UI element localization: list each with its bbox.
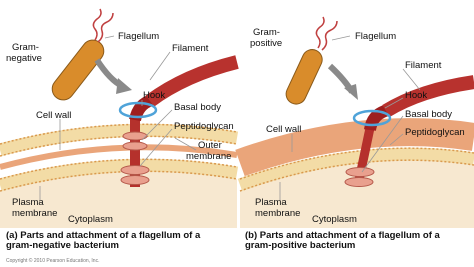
label: Cell wall xyxy=(266,124,301,135)
label: Filament xyxy=(172,43,209,54)
caption: (a) Parts and attachment of a flagellum … xyxy=(6,230,201,251)
panel-a-art xyxy=(0,8,239,228)
copyright: Copyright © 2010 Pearson Education, Inc. xyxy=(6,257,99,264)
panel-b-labels: Flagellum Gram-positive Filament Hook Ba… xyxy=(245,27,465,251)
label: Gram-negative xyxy=(6,42,42,64)
label: Outer membrane xyxy=(186,140,231,162)
label: Peptidoglycan xyxy=(174,121,234,132)
label: Hook xyxy=(405,90,427,101)
label: Hook xyxy=(143,90,165,101)
label: Plasma membrane xyxy=(255,197,300,219)
label: Peptidoglycan xyxy=(405,127,465,138)
label: Basal body xyxy=(174,102,221,113)
panel-a-labels: Flagellum Gram-negative Filament Hook Ba… xyxy=(6,31,234,251)
label: Flagellum xyxy=(118,31,159,42)
caption: (b) Parts and attachment of a flagellum … xyxy=(245,230,440,251)
label: Cytoplasm xyxy=(68,214,113,225)
panel-b-art xyxy=(235,16,474,228)
label: Plasma membrane xyxy=(12,197,57,219)
label: Cytoplasm xyxy=(312,214,357,225)
label: Filament xyxy=(405,60,442,71)
label: Cell wall xyxy=(36,110,71,121)
label: Flagellum xyxy=(355,31,396,42)
label: Basal body xyxy=(405,109,452,120)
label: Gram-positive xyxy=(250,27,282,49)
